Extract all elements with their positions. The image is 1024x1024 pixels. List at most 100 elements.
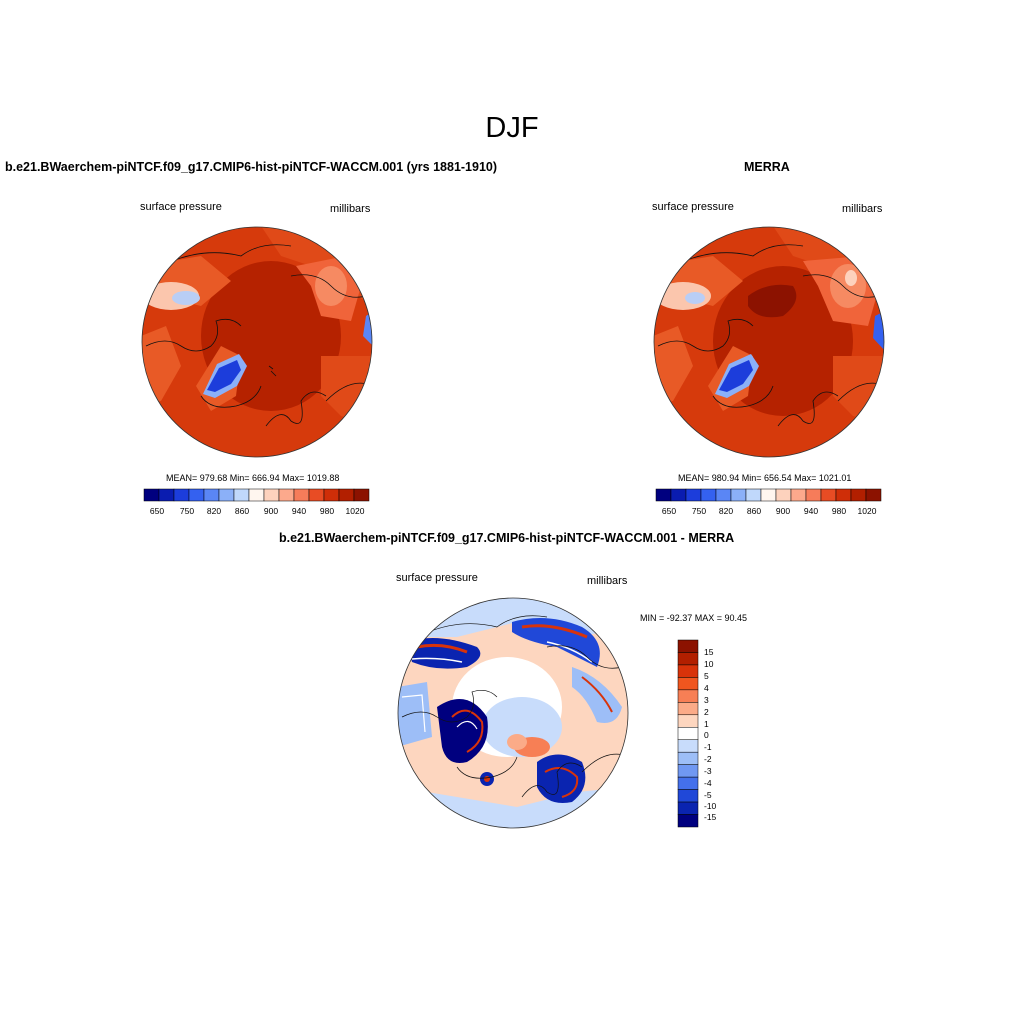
colorbar-swatch	[158, 488, 175, 502]
colorbar-swatch	[865, 488, 882, 502]
colorbar-swatch	[745, 488, 762, 502]
colorbar-swatch	[677, 764, 699, 778]
panel-obs-colorbar-ticks: 650 750 820 860 900 940 980 1020	[656, 506, 881, 518]
panel-diff-tick: 5	[704, 671, 709, 681]
colorbar-swatch	[677, 727, 699, 740]
panel-diff-variable-label: surface pressure	[396, 572, 478, 584]
colorbar-swatch	[677, 714, 699, 728]
panel-model-tick: 820	[206, 506, 222, 516]
panel-diff-tick: -5	[704, 790, 712, 800]
panel-obs-tick: 860	[746, 506, 762, 516]
panel-obs-tick: 750	[691, 506, 707, 516]
colorbar-swatch	[278, 488, 295, 502]
panel-obs-colorbar	[655, 488, 882, 502]
panel-obs-tick: 820	[718, 506, 734, 516]
panel-obs-colorbar-swatches	[655, 488, 882, 502]
panel-obs-units-label: millibars	[842, 203, 883, 215]
panel-obs-map	[653, 226, 885, 458]
panel-diff-tick: 0	[704, 730, 709, 740]
colorbar-swatch	[775, 488, 792, 502]
colorbar-swatch	[677, 789, 699, 803]
panel-diff-tick: -10	[704, 801, 717, 811]
season-title: DJF	[485, 112, 539, 144]
panel-diff-tick: 2	[704, 707, 709, 717]
colorbar-swatch	[685, 488, 702, 502]
panel-diff-tick: -15	[704, 812, 717, 822]
colorbar-swatch	[677, 751, 699, 765]
colorbar-swatch	[850, 488, 867, 502]
panel-obs-tick: 980	[831, 506, 847, 516]
colorbar-swatch	[677, 702, 699, 716]
panel-diff-tick: -2	[704, 754, 712, 764]
colorbar-swatch	[805, 488, 822, 502]
panel-obs-tick: 650	[661, 506, 677, 516]
panel-diff-units-label: millibars	[587, 575, 628, 587]
panel-model-tick: 940	[291, 506, 307, 516]
panel-diff-title: b.e21.BWaerchem-piNTCF.f09_g17.CMIP6-his…	[279, 531, 735, 545]
panel-diff-tick: -4	[704, 778, 712, 788]
panel-diff-map	[397, 597, 629, 829]
colorbar-swatch	[677, 814, 699, 828]
panel-model-tick: 980	[319, 506, 335, 516]
colorbar-swatch	[143, 488, 160, 502]
colorbar-swatch	[293, 488, 310, 502]
colorbar-swatch	[263, 488, 280, 502]
panel-obs-tick: 1020	[857, 506, 877, 516]
colorbar-swatch	[308, 488, 325, 502]
panel-diff-tick: -3	[704, 766, 712, 776]
panel-diff-colorbar	[677, 639, 699, 828]
colorbar-swatch	[677, 677, 699, 691]
panel-model-colorbar	[143, 488, 370, 502]
colorbar-swatch	[677, 801, 699, 815]
panel-model-tick: 1020	[345, 506, 365, 516]
panel-diff-tick: 10	[704, 659, 714, 669]
colorbar-swatch	[677, 689, 699, 703]
panel-diff-stats: MIN = -92.37 MAX = 90.45	[640, 613, 748, 623]
colorbar-swatch	[730, 488, 747, 502]
panel-diff-tick: -1	[704, 742, 712, 752]
colorbar-swatch	[715, 488, 732, 502]
panel-diff-colorbar-ticks: 15 10 5 4 3 2 1 0 -1 -2 -3 -4 -5 -10 -15	[704, 640, 734, 827]
panel-obs-variable-label: surface pressure	[652, 201, 734, 213]
panel-model-variable-label: surface pressure	[140, 201, 222, 213]
colorbar-swatch	[203, 488, 220, 502]
colorbar-swatch	[323, 488, 340, 502]
colorbar-swatch	[233, 488, 250, 502]
panel-model-colorbar-ticks: 650 750 820 860 900 940 980 1020	[144, 506, 369, 518]
panel-diff-tick: 3	[704, 695, 709, 705]
colorbar-swatch	[760, 488, 777, 502]
colorbar-swatch	[670, 488, 687, 502]
panel-model-stats: MEAN= 979.68 Min= 666.94 Max= 1019.88	[166, 473, 340, 483]
panel-diff-tick: 4	[704, 683, 709, 693]
panel-model-map	[141, 226, 373, 458]
colorbar-swatch	[820, 488, 837, 502]
colorbar-swatch	[677, 639, 699, 653]
colorbar-swatch	[677, 652, 699, 666]
panel-diff-tick: 1	[704, 719, 709, 729]
panel-obs-stats: MEAN= 980.94 Min= 656.54 Max= 1021.01	[678, 473, 852, 483]
colorbar-swatch	[173, 488, 190, 502]
colorbar-swatch	[677, 664, 699, 678]
panel-obs-tick: 900	[775, 506, 791, 516]
colorbar-swatch	[677, 776, 699, 790]
colorbar-swatch	[677, 739, 699, 753]
panel-model-title: b.e21.BWaerchem-piNTCF.f09_g17.CMIP6-his…	[5, 160, 498, 174]
colorbar-swatch	[188, 488, 205, 502]
panel-model-tick: 860	[234, 506, 250, 516]
panel-model-tick: 750	[179, 506, 195, 516]
panel-diff-tick: 15	[704, 647, 714, 657]
panel-obs-tick: 940	[803, 506, 819, 516]
panel-obs-title: MERRA	[744, 160, 790, 174]
panel-model-tick: 900	[263, 506, 279, 516]
colorbar-swatch	[338, 488, 355, 502]
colorbar-swatch	[353, 488, 370, 502]
colorbar-swatch	[700, 488, 717, 502]
colorbar-swatch	[790, 488, 807, 502]
colorbar-swatch	[248, 488, 265, 502]
panel-model-colorbar-swatches	[143, 488, 370, 502]
colorbar-swatch	[218, 488, 235, 502]
colorbar-swatch	[655, 488, 672, 502]
panel-model-units-label: millibars	[330, 203, 371, 215]
panel-model-tick: 650	[149, 506, 165, 516]
colorbar-swatch	[835, 488, 852, 502]
